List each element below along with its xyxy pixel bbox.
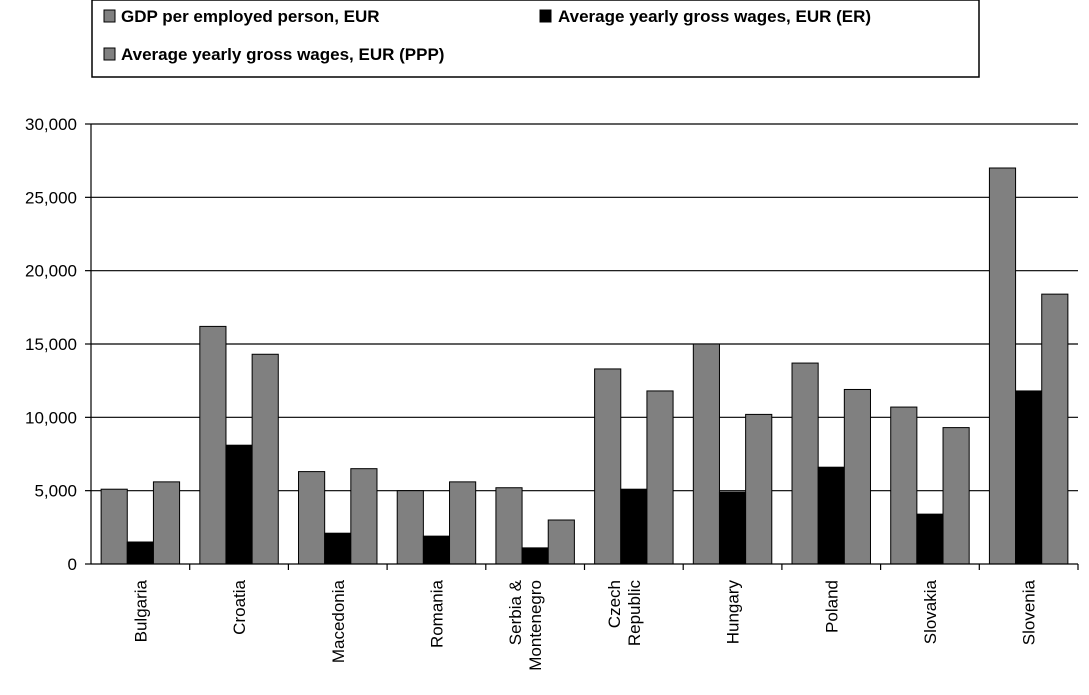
x-tick-label-line: Hungary xyxy=(724,580,743,645)
bar xyxy=(547,519,575,565)
bar xyxy=(646,390,674,565)
y-tick-labels: 0 5,000 10,000 15,000 20,000 25,000 30,000 xyxy=(25,115,77,574)
bar xyxy=(942,427,970,565)
axes xyxy=(85,123,1079,570)
x-tick-label-line: Macedonia xyxy=(329,579,348,663)
x-tick-label-line: Serbia & xyxy=(506,579,525,645)
x-tick-label: Croatia xyxy=(230,579,249,634)
x-tick-label: Slovakia xyxy=(921,579,940,644)
x-tick-label-line: Czech xyxy=(605,580,624,628)
bar xyxy=(100,488,128,565)
x-tick-label: CzechRepublic xyxy=(605,580,644,647)
y-tick-label: 30,000 xyxy=(25,115,77,134)
bar xyxy=(324,532,352,565)
bar xyxy=(1015,390,1043,565)
bar xyxy=(521,547,549,565)
legend-swatch-wages-ppp xyxy=(103,47,116,61)
bar xyxy=(718,491,747,565)
legend-label-wages-ppp: Average yearly gross wages, EUR (PPP) xyxy=(121,45,444,64)
bar xyxy=(745,413,773,565)
bar xyxy=(251,353,279,565)
x-tick-label-line: Romania xyxy=(427,579,446,648)
x-tick-label-line: Croatia xyxy=(230,579,249,634)
bar xyxy=(620,488,648,565)
bar xyxy=(152,481,181,565)
bar xyxy=(199,325,227,565)
bar xyxy=(225,444,253,565)
bar xyxy=(350,468,378,565)
x-tick-label: Bulgaria xyxy=(131,579,150,642)
x-tick-label-line: Slovakia xyxy=(921,579,940,644)
legend-label-gdp: GDP per employed person, EUR xyxy=(121,7,380,26)
y-tick-label: 15,000 xyxy=(25,335,77,354)
bar xyxy=(495,487,523,565)
x-tick-label-line: Republic xyxy=(625,580,644,647)
x-tick-label: Slovenia xyxy=(1020,579,1039,645)
bar xyxy=(988,167,1017,565)
x-tick-label-line: Poland xyxy=(822,580,841,633)
bars xyxy=(100,167,1069,565)
bar xyxy=(298,471,326,565)
x-tick-label: Poland xyxy=(822,580,841,633)
y-tick-label: 10,000 xyxy=(25,408,77,427)
y-tick-label: 0 xyxy=(68,555,77,574)
legend-frame xyxy=(91,0,980,78)
y-tick-label: 20,000 xyxy=(25,262,77,281)
bar xyxy=(916,513,944,565)
y-tick-label: 25,000 xyxy=(25,188,77,207)
bar xyxy=(843,388,871,565)
bar xyxy=(449,481,477,565)
x-tick-label-line: Bulgaria xyxy=(131,579,150,642)
bar xyxy=(422,535,451,565)
legend: GDP per employed person, EUR Average yea… xyxy=(91,0,980,78)
x-tick-label: Macedonia xyxy=(329,579,348,663)
x-tick-label-line: Montenegro xyxy=(526,580,545,671)
gridlines xyxy=(91,123,1078,492)
y-tick-label: 5,000 xyxy=(34,482,77,501)
bar xyxy=(594,368,622,565)
legend-swatch-gdp xyxy=(103,9,116,23)
bar xyxy=(1041,293,1069,565)
bar xyxy=(890,406,918,565)
bar xyxy=(791,362,819,565)
x-tick-label-line: Slovenia xyxy=(1020,579,1039,645)
x-tick-label: Hungary xyxy=(724,580,743,645)
bar xyxy=(126,541,154,565)
bar xyxy=(396,490,424,565)
bar xyxy=(817,466,845,565)
legend-swatch-wages-er xyxy=(539,9,552,23)
x-tick-labels: Bulgaria Croatia Macedonia Romania Serbia &M… xyxy=(131,579,1038,670)
x-tick-label: Serbia &Montenegro xyxy=(506,579,545,670)
legend-label-wages-er: Average yearly gross wages, EUR (ER) xyxy=(558,7,871,26)
x-tick-label: Romania xyxy=(427,579,446,648)
bar xyxy=(692,343,720,565)
